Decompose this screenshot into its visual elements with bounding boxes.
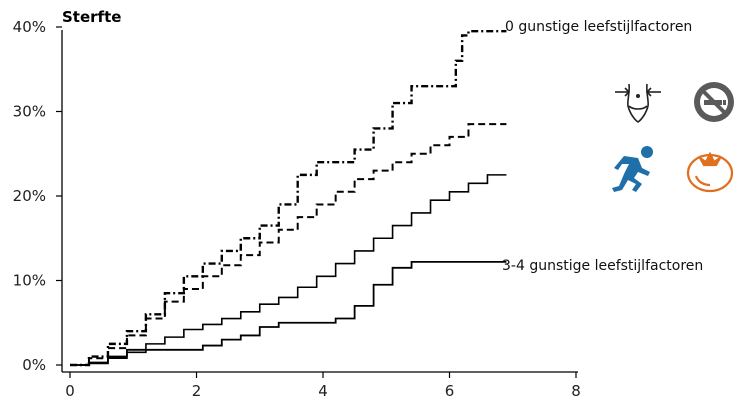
series-line-1 — [70, 123, 507, 366]
y-axis-label: Sterfte — [62, 8, 121, 26]
waist-icon — [615, 83, 661, 123]
y-tick-label: 10% — [13, 272, 46, 290]
series-label-0: 0 gunstige leefstijlfactoren — [505, 19, 692, 35]
series-line-2 — [70, 174, 507, 366]
series-label-3: 3-4 gunstige leefstijlfactoren — [502, 258, 703, 274]
x-tick-label: 2 — [192, 382, 202, 400]
y-tick-label: 20% — [13, 187, 46, 205]
series-line-0 — [70, 30, 507, 367]
x-tick-label: 6 — [445, 382, 455, 400]
series-line-3 — [70, 261, 507, 366]
x-tick-label: 0 — [65, 382, 75, 400]
y-tick-label: 0% — [22, 356, 46, 374]
series-layer — [70, 30, 507, 367]
x-tick-label: 4 — [318, 382, 328, 400]
axes: 0% 10% 20% 30% 40% 0 2 4 6 8 — [13, 18, 581, 400]
tomato-icon — [686, 151, 734, 193]
y-tick-label: 40% — [13, 18, 46, 36]
x-tick-label: 8 — [571, 382, 581, 400]
runner-icon — [612, 146, 653, 192]
y-tick-label: 30% — [13, 103, 46, 121]
no-smoking-icon — [694, 82, 734, 122]
